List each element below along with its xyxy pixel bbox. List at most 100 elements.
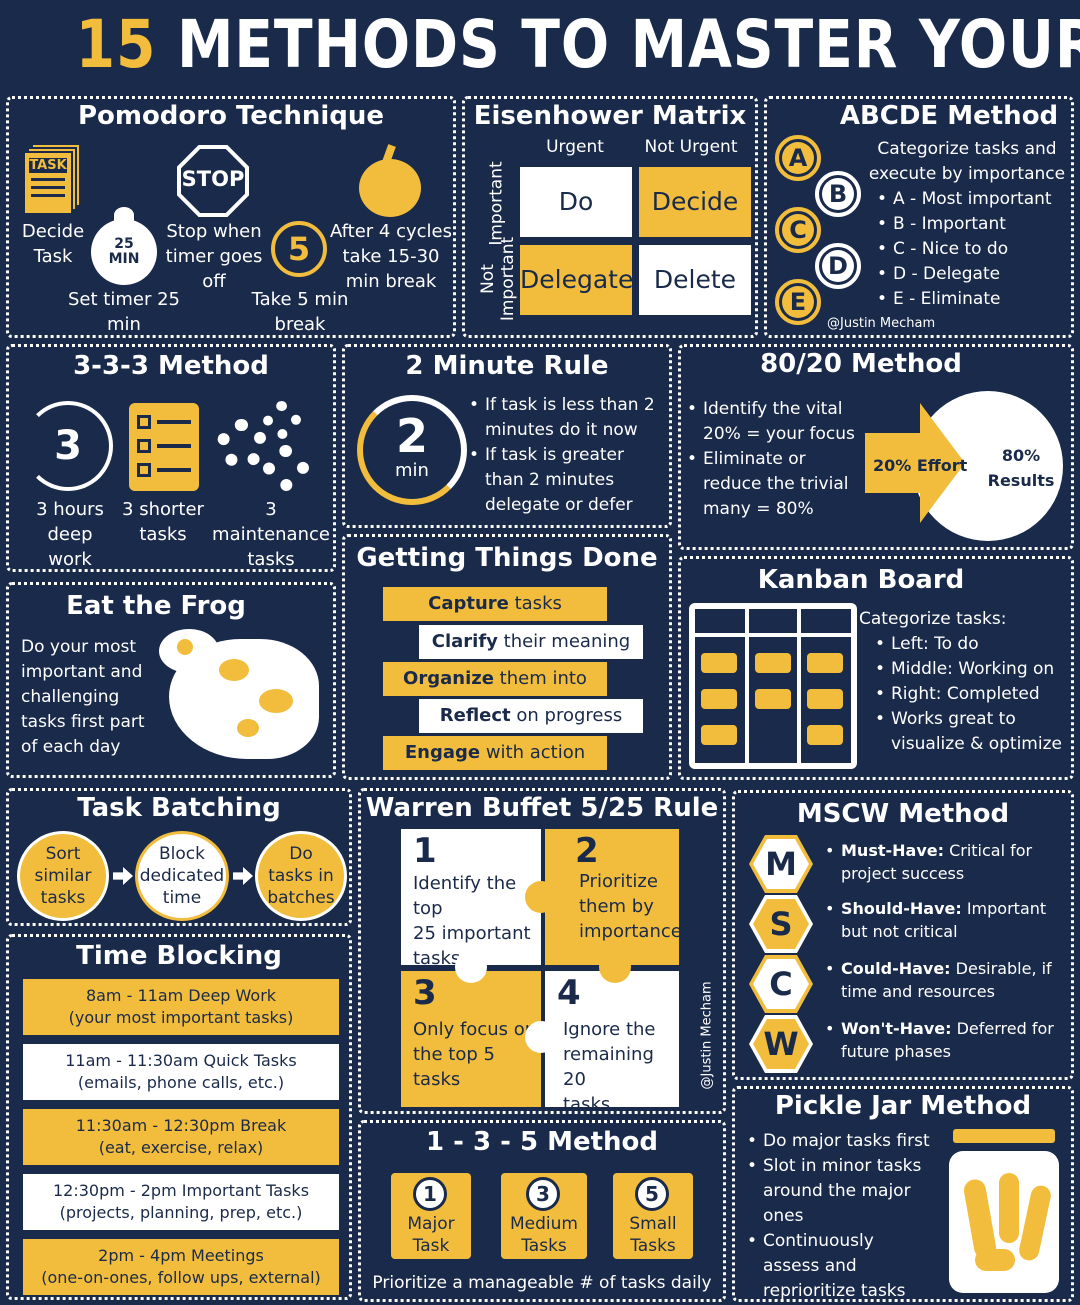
apple-icon bbox=[359, 159, 421, 217]
gtd-panel: Getting Things Done Capture tasks Clarif… bbox=[342, 534, 672, 780]
quadrant-delete: Delete bbox=[639, 245, 751, 315]
pickle-item-2: Slot in minor tasks around the major one… bbox=[745, 1154, 945, 1229]
time-block-2: 11am - 11:30am Quick Tasks (emails, phon… bbox=[23, 1044, 339, 1100]
eighty-twenty-item-1: Identify the vital 20% = your focus bbox=[685, 397, 875, 447]
mscw-item-could: Could-Have: Desirable, if time and resou… bbox=[823, 957, 1073, 1017]
kanban-board-icon bbox=[689, 603, 857, 769]
arrow-right-icon bbox=[113, 867, 133, 885]
task-document-icon: TASK bbox=[23, 143, 81, 215]
time-blocking-title: Time Blocking bbox=[76, 941, 282, 971]
mscw-item-should: Should-Have: Important but not critical bbox=[823, 897, 1073, 957]
buffett-piece-4: 4 Ignore the remaining 20 tasks bbox=[545, 971, 679, 1115]
pickle-title: Pickle Jar Method bbox=[774, 1091, 1032, 1121]
decide-task-text: Decide Task bbox=[21, 221, 85, 267]
two-minute-item-1: If task is less than 2 minutes do it now bbox=[467, 393, 673, 443]
task-icon-label: TASK bbox=[29, 158, 67, 173]
time-block-1: 8am - 11am Deep Work (your most importan… bbox=[23, 979, 339, 1035]
time-blocking-panel: Time Blocking 8am - 11am Deep Work (your… bbox=[6, 934, 352, 1300]
pickle-item-1: Do major tasks first bbox=[745, 1129, 945, 1154]
time-block-5: 2pm - 4pm Meetings (one-on-ones, follow … bbox=[23, 1239, 339, 1295]
two-minute-timer-icon: 2 min bbox=[357, 395, 467, 505]
three33-panel: 3-3-3 Method 3 3 hours deep work 3 short… bbox=[6, 344, 336, 572]
letter-e-badge: E bbox=[775, 279, 821, 325]
one35-small: 5 Small Tasks bbox=[613, 1173, 693, 1259]
abcde-credit: @Justin Mecham bbox=[827, 316, 936, 331]
mscw-title: MSCW Method bbox=[796, 799, 1010, 829]
pickle-panel: Pickle Jar Method Do major tasks first S… bbox=[732, 1086, 1074, 1302]
abcde-item-e: E - Eliminate bbox=[875, 287, 1075, 312]
batch-step-sort: Sort similar tasks bbox=[17, 831, 109, 921]
title-text: METHODS TO MASTER YOUR TIME bbox=[176, 6, 1080, 83]
two-minute-item-2: If task is greater than 2 minutes delega… bbox=[467, 443, 673, 518]
pomodoro-title: Pomodoro Technique bbox=[77, 101, 385, 131]
set-timer-text: Set timer 25 min bbox=[68, 289, 180, 335]
clock-icon: 3 bbox=[23, 401, 113, 491]
title-number: 15 bbox=[75, 6, 157, 83]
time-block-3: 11:30am - 12:30pm Break (eat, exercise, … bbox=[23, 1109, 339, 1165]
batching-panel: Task Batching Sort similar tasks Block d… bbox=[6, 788, 352, 926]
puzzle-knob bbox=[455, 951, 487, 983]
five-minute-timer-icon: 5 bbox=[271, 221, 327, 277]
one35-medium: 3 Medium Tasks bbox=[501, 1173, 587, 1259]
quadrant-do: Do bbox=[520, 167, 632, 237]
tomato-timer-icon: 25 MIN bbox=[91, 219, 157, 285]
gtd-row-organize: Organize them into lists bbox=[383, 662, 607, 723]
abcde-item-d: D - Delegate bbox=[875, 262, 1075, 287]
abcde-intro: Categorize tasks and execute by importan… bbox=[868, 139, 1066, 184]
gtd-row-reflect: Reflect on progress bbox=[419, 699, 643, 733]
timer-label: 25 MIN bbox=[108, 236, 140, 267]
buffett-title: Warren Buffet 5/25 Rule bbox=[365, 793, 719, 823]
gtd-row-clarify: Clarify their meaning bbox=[419, 625, 643, 659]
checklist-icon bbox=[129, 403, 199, 491]
hex-letter-w: W bbox=[753, 1019, 809, 1069]
kanban-item-4: Works great to visualize & optimize bbox=[873, 707, 1073, 757]
take-break-text: Take 5 min break bbox=[251, 289, 349, 335]
mscw-item-must: Must-Have: Critical for project success bbox=[823, 839, 1073, 897]
buffett-credit: @Justin Mecham bbox=[699, 981, 715, 1090]
batch-step-do: Do tasks in batches bbox=[255, 831, 347, 921]
eisenhower-panel: Eisenhower Matrix Urgent Not Urgent Impo… bbox=[462, 96, 758, 338]
buffett-piece-2: 2 Prioritize them by importance bbox=[545, 829, 682, 965]
tomato-stem-icon bbox=[114, 207, 134, 223]
mscw-item-wont: Won't-Have: Deferred for future phases bbox=[823, 1017, 1073, 1063]
abcde-item-a: A - Most important bbox=[875, 187, 1075, 212]
letter-c-badge: C bbox=[775, 207, 821, 253]
three33-item-1: 3 hours deep work bbox=[36, 499, 104, 570]
one35-major: 1 Major Task bbox=[391, 1173, 471, 1259]
three33-item-3: 3 maintenance tasks bbox=[212, 499, 330, 570]
stop-sign-icon: STOP bbox=[177, 145, 249, 217]
three33-title: 3-3-3 Method bbox=[73, 351, 269, 381]
kanban-intro: Categorize tasks: bbox=[859, 609, 1007, 629]
row-not-important-label: Not Important bbox=[478, 236, 518, 322]
col-not-urgent-label: Not Urgent bbox=[644, 137, 738, 157]
letter-a-badge: A bbox=[775, 135, 821, 181]
frog-panel: Eat the Frog Do your most important and … bbox=[6, 582, 336, 778]
kanban-item-1: Left: To do bbox=[873, 632, 1073, 657]
puzzle-knob bbox=[525, 881, 557, 913]
two-minute-panel: 2 Minute Rule 2 min If task is less than… bbox=[342, 344, 672, 528]
eighty-twenty-item-2: Eliminate or reduce the trivial many = 8… bbox=[685, 447, 875, 522]
abcde-item-c: C - Nice to do bbox=[875, 237, 1075, 262]
kanban-title: Kanban Board bbox=[757, 565, 965, 595]
pickle-list: Do major tasks first Slot in minor tasks… bbox=[745, 1129, 945, 1304]
one35-panel: 1 - 3 - 5 Method 1 Major Task 3 Medium T… bbox=[358, 1120, 726, 1302]
clock-number: 3 bbox=[54, 423, 82, 469]
eighty-twenty-list: Identify the vital 20% = your focus Elim… bbox=[685, 397, 875, 522]
letter-b-badge: B bbox=[815, 171, 861, 217]
eighty-twenty-title: 80/20 Method bbox=[760, 349, 962, 379]
stop-text: Stop when timer goes off bbox=[165, 221, 263, 292]
kanban-item-3: Right: Completed bbox=[873, 682, 1073, 707]
pickle-item-3: Continuously assess and reprioritize tas… bbox=[745, 1229, 945, 1304]
one35-title: 1 - 3 - 5 Method bbox=[425, 1127, 659, 1157]
puzzle-knob bbox=[525, 1021, 557, 1053]
quadrant-decide: Decide bbox=[639, 167, 751, 237]
pomodoro-panel: Pomodoro Technique TASK Decide Task 25 M… bbox=[6, 96, 456, 338]
results-label: 80% Results bbox=[987, 446, 1055, 490]
mscw-list: Must-Have: Critical for project success … bbox=[823, 839, 1073, 1063]
abcde-title: ABCDE Method bbox=[839, 101, 1059, 131]
frog-text: Do your most important and challenging t… bbox=[21, 637, 145, 757]
gtd-row-engage: Engage with action bbox=[383, 736, 607, 770]
batch-step-block: Block dedicated time bbox=[135, 831, 229, 921]
two-minute-list: If task is less than 2 minutes do it now… bbox=[467, 393, 673, 518]
stop-label: STOP bbox=[181, 167, 245, 191]
